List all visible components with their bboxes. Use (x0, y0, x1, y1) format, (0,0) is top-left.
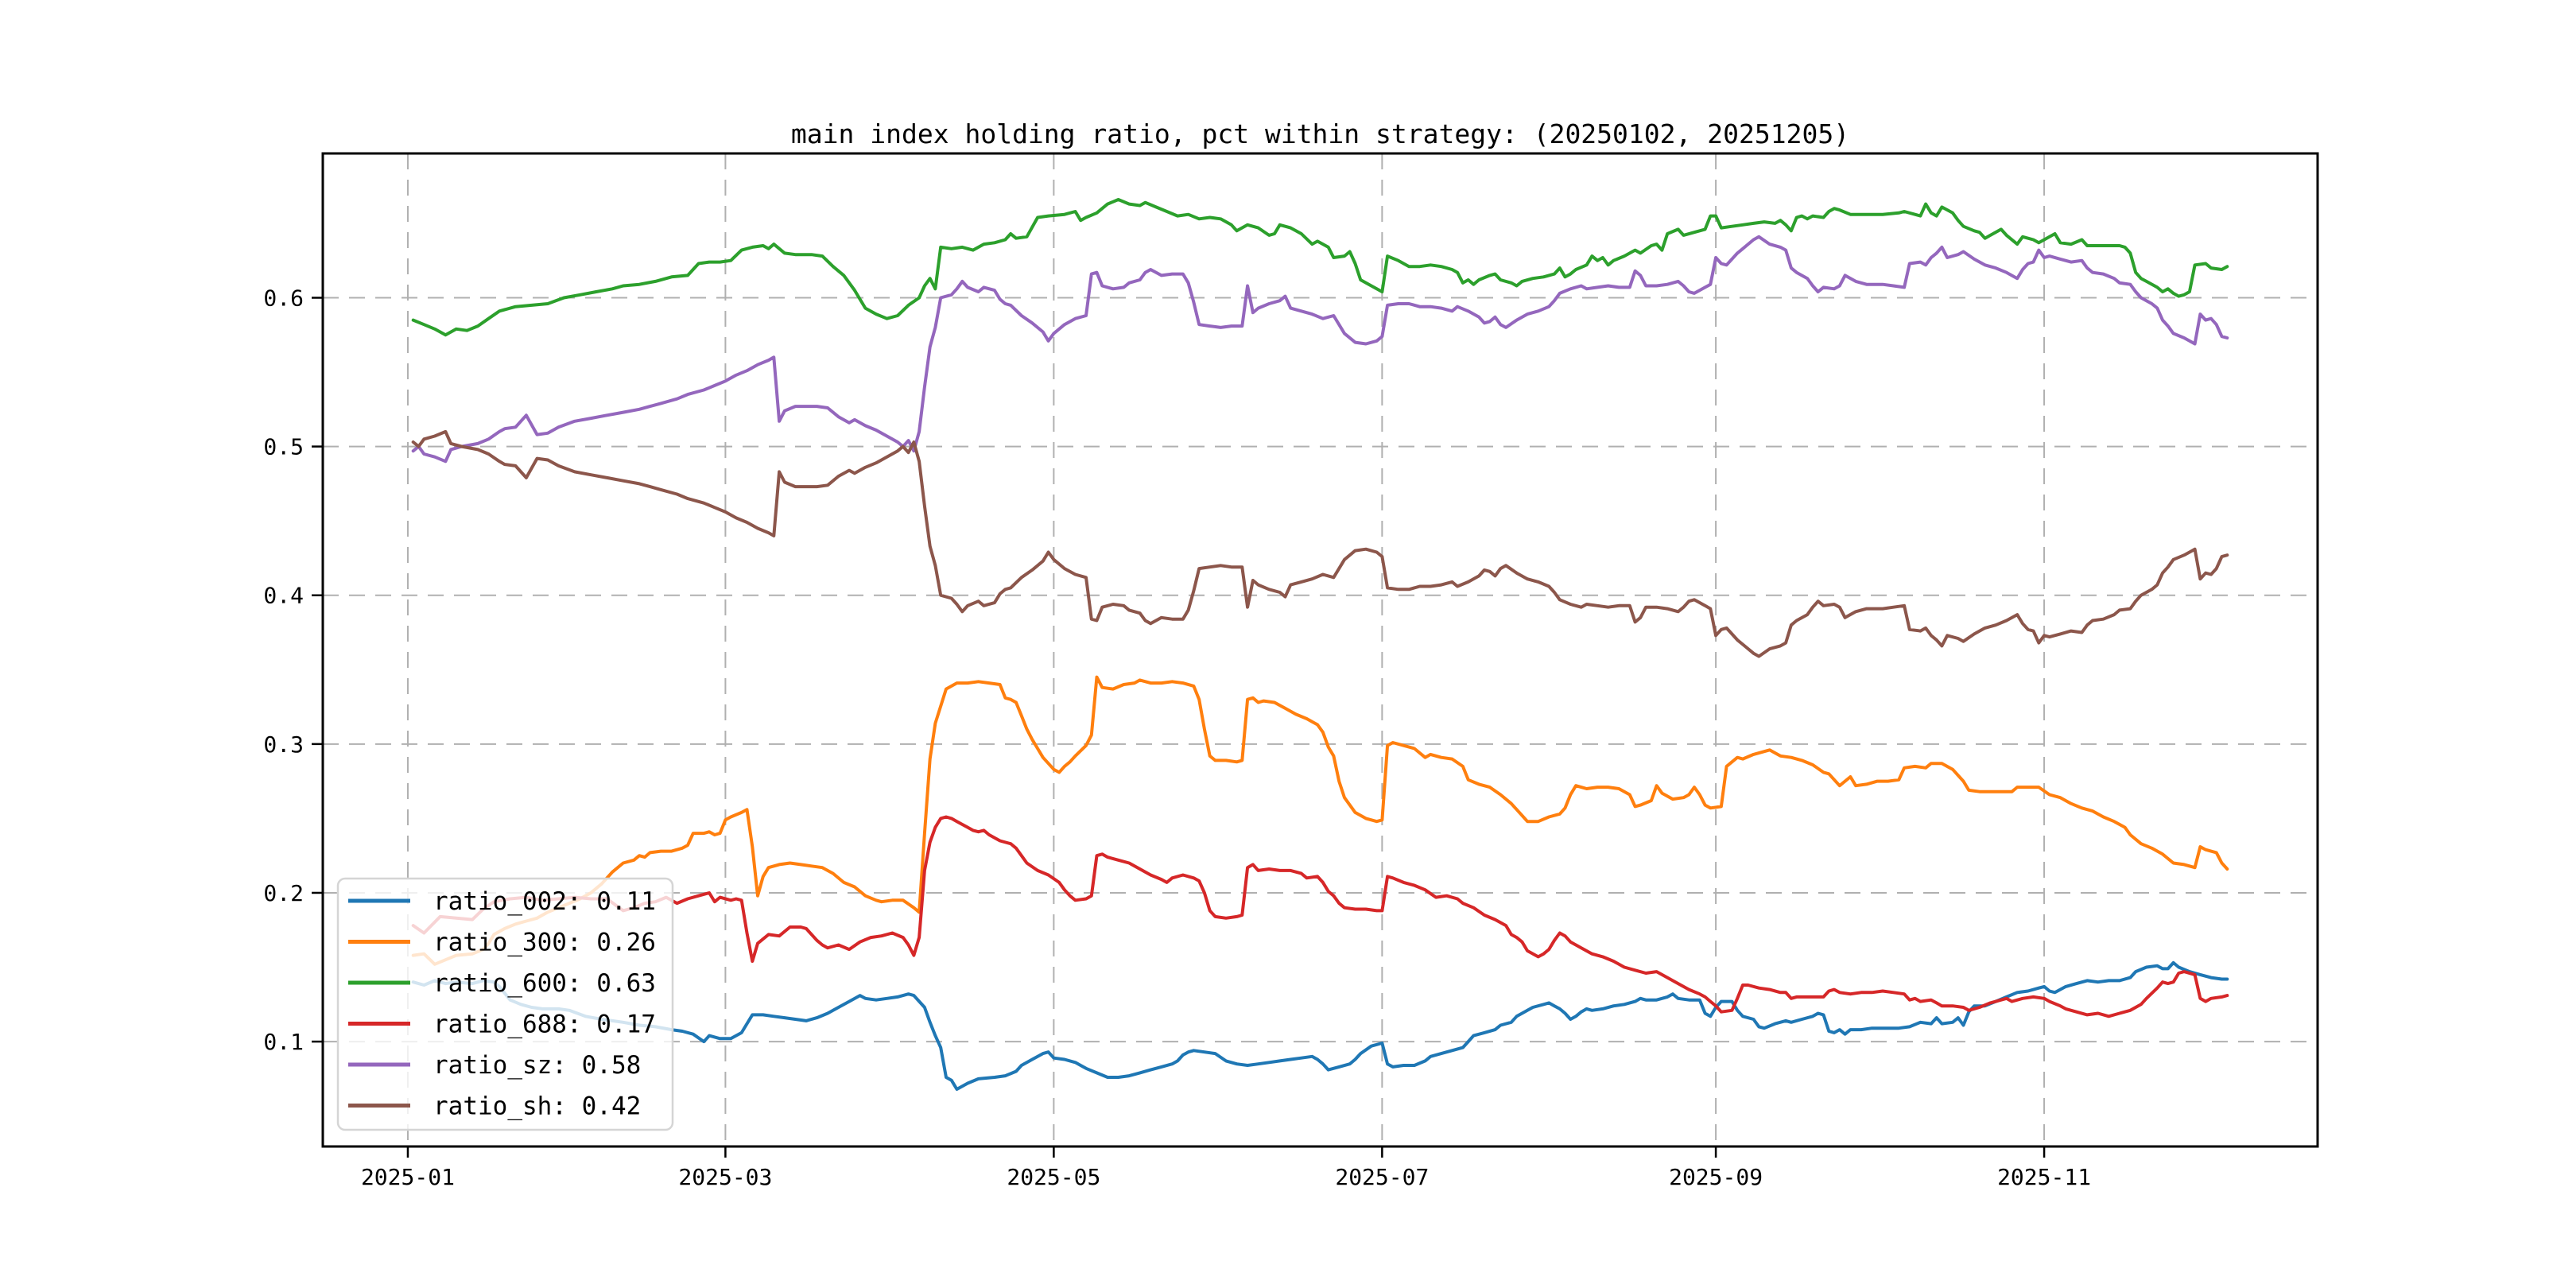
series-line-ratio_600 (411, 198, 2229, 337)
y-tick-label: 0.1 (263, 1029, 304, 1055)
legend-item-ratio_600: ratio_600: 0.63 (348, 969, 656, 998)
x-tick-label: 2025-03 (678, 1164, 772, 1190)
series-line-ratio_300 (411, 675, 2229, 966)
legend-label-ratio_300: ratio_300: 0.26 (433, 929, 656, 957)
legend-label-ratio_688: ratio_688: 0.17 (433, 1011, 656, 1039)
x-tick-label: 2025-01 (361, 1164, 455, 1190)
series-line-ratio_sz (411, 235, 2229, 464)
y-tick-label: 0.4 (263, 583, 304, 609)
chart-title: main index holding ratio, pct within str… (791, 118, 1849, 149)
legend-label-ratio_002: ratio_002: 0.11 (433, 887, 656, 916)
plot-border (321, 152, 2319, 1148)
y-tick-labels: 0.1 0.2 0.3 0.4 0.5 0.6 (263, 285, 304, 1056)
legend-box: ratio_002: 0.11 ratio_300: 0.26 ratio_600:… (336, 877, 674, 1131)
legend-label-ratio_sz: ratio_sz: 0.58 (433, 1051, 641, 1080)
legend-item-ratio_688: ratio_688: 0.17 (348, 1011, 656, 1039)
x-tick-label: 2025-07 (1335, 1164, 1429, 1190)
y-tick-label: 0.6 (263, 285, 304, 312)
x-tick-label: 2025-05 (1007, 1164, 1100, 1190)
legend-label-ratio_sh: ratio_sh: 0.42 (433, 1092, 641, 1121)
legend-item-ratio_sh: ratio_sh: 0.42 (348, 1092, 641, 1121)
x-tick-label: 2025-09 (1669, 1164, 1763, 1190)
series-line-ratio_sh (411, 429, 2229, 658)
y-tick-label: 0.5 (263, 434, 304, 460)
legend-item-ratio_300: ratio_300: 0.26 (348, 929, 656, 957)
legend-item-ratio_sz: ratio_sz: 0.58 (348, 1051, 641, 1080)
legend-frame (336, 877, 674, 1131)
axis-ticks (312, 297, 2046, 1158)
series-line-ratio_688 (411, 815, 2229, 1018)
legend-item-ratio_002: ratio_002: 0.11 (348, 887, 656, 916)
gridlines (323, 153, 2318, 1146)
y-tick-label: 0.3 (263, 731, 304, 758)
series-lines (411, 198, 2229, 1091)
y-tick-label: 0.2 (263, 880, 304, 906)
legend-label-ratio_600: ratio_600: 0.63 (433, 969, 656, 998)
series-line-ratio_002 (411, 960, 2229, 1091)
x-tick-label: 2025-11 (1997, 1164, 2091, 1190)
x-tick-labels: 2025-01 2025-03 2025-05 2025-07 2025-09 2025-… (361, 1164, 2091, 1190)
